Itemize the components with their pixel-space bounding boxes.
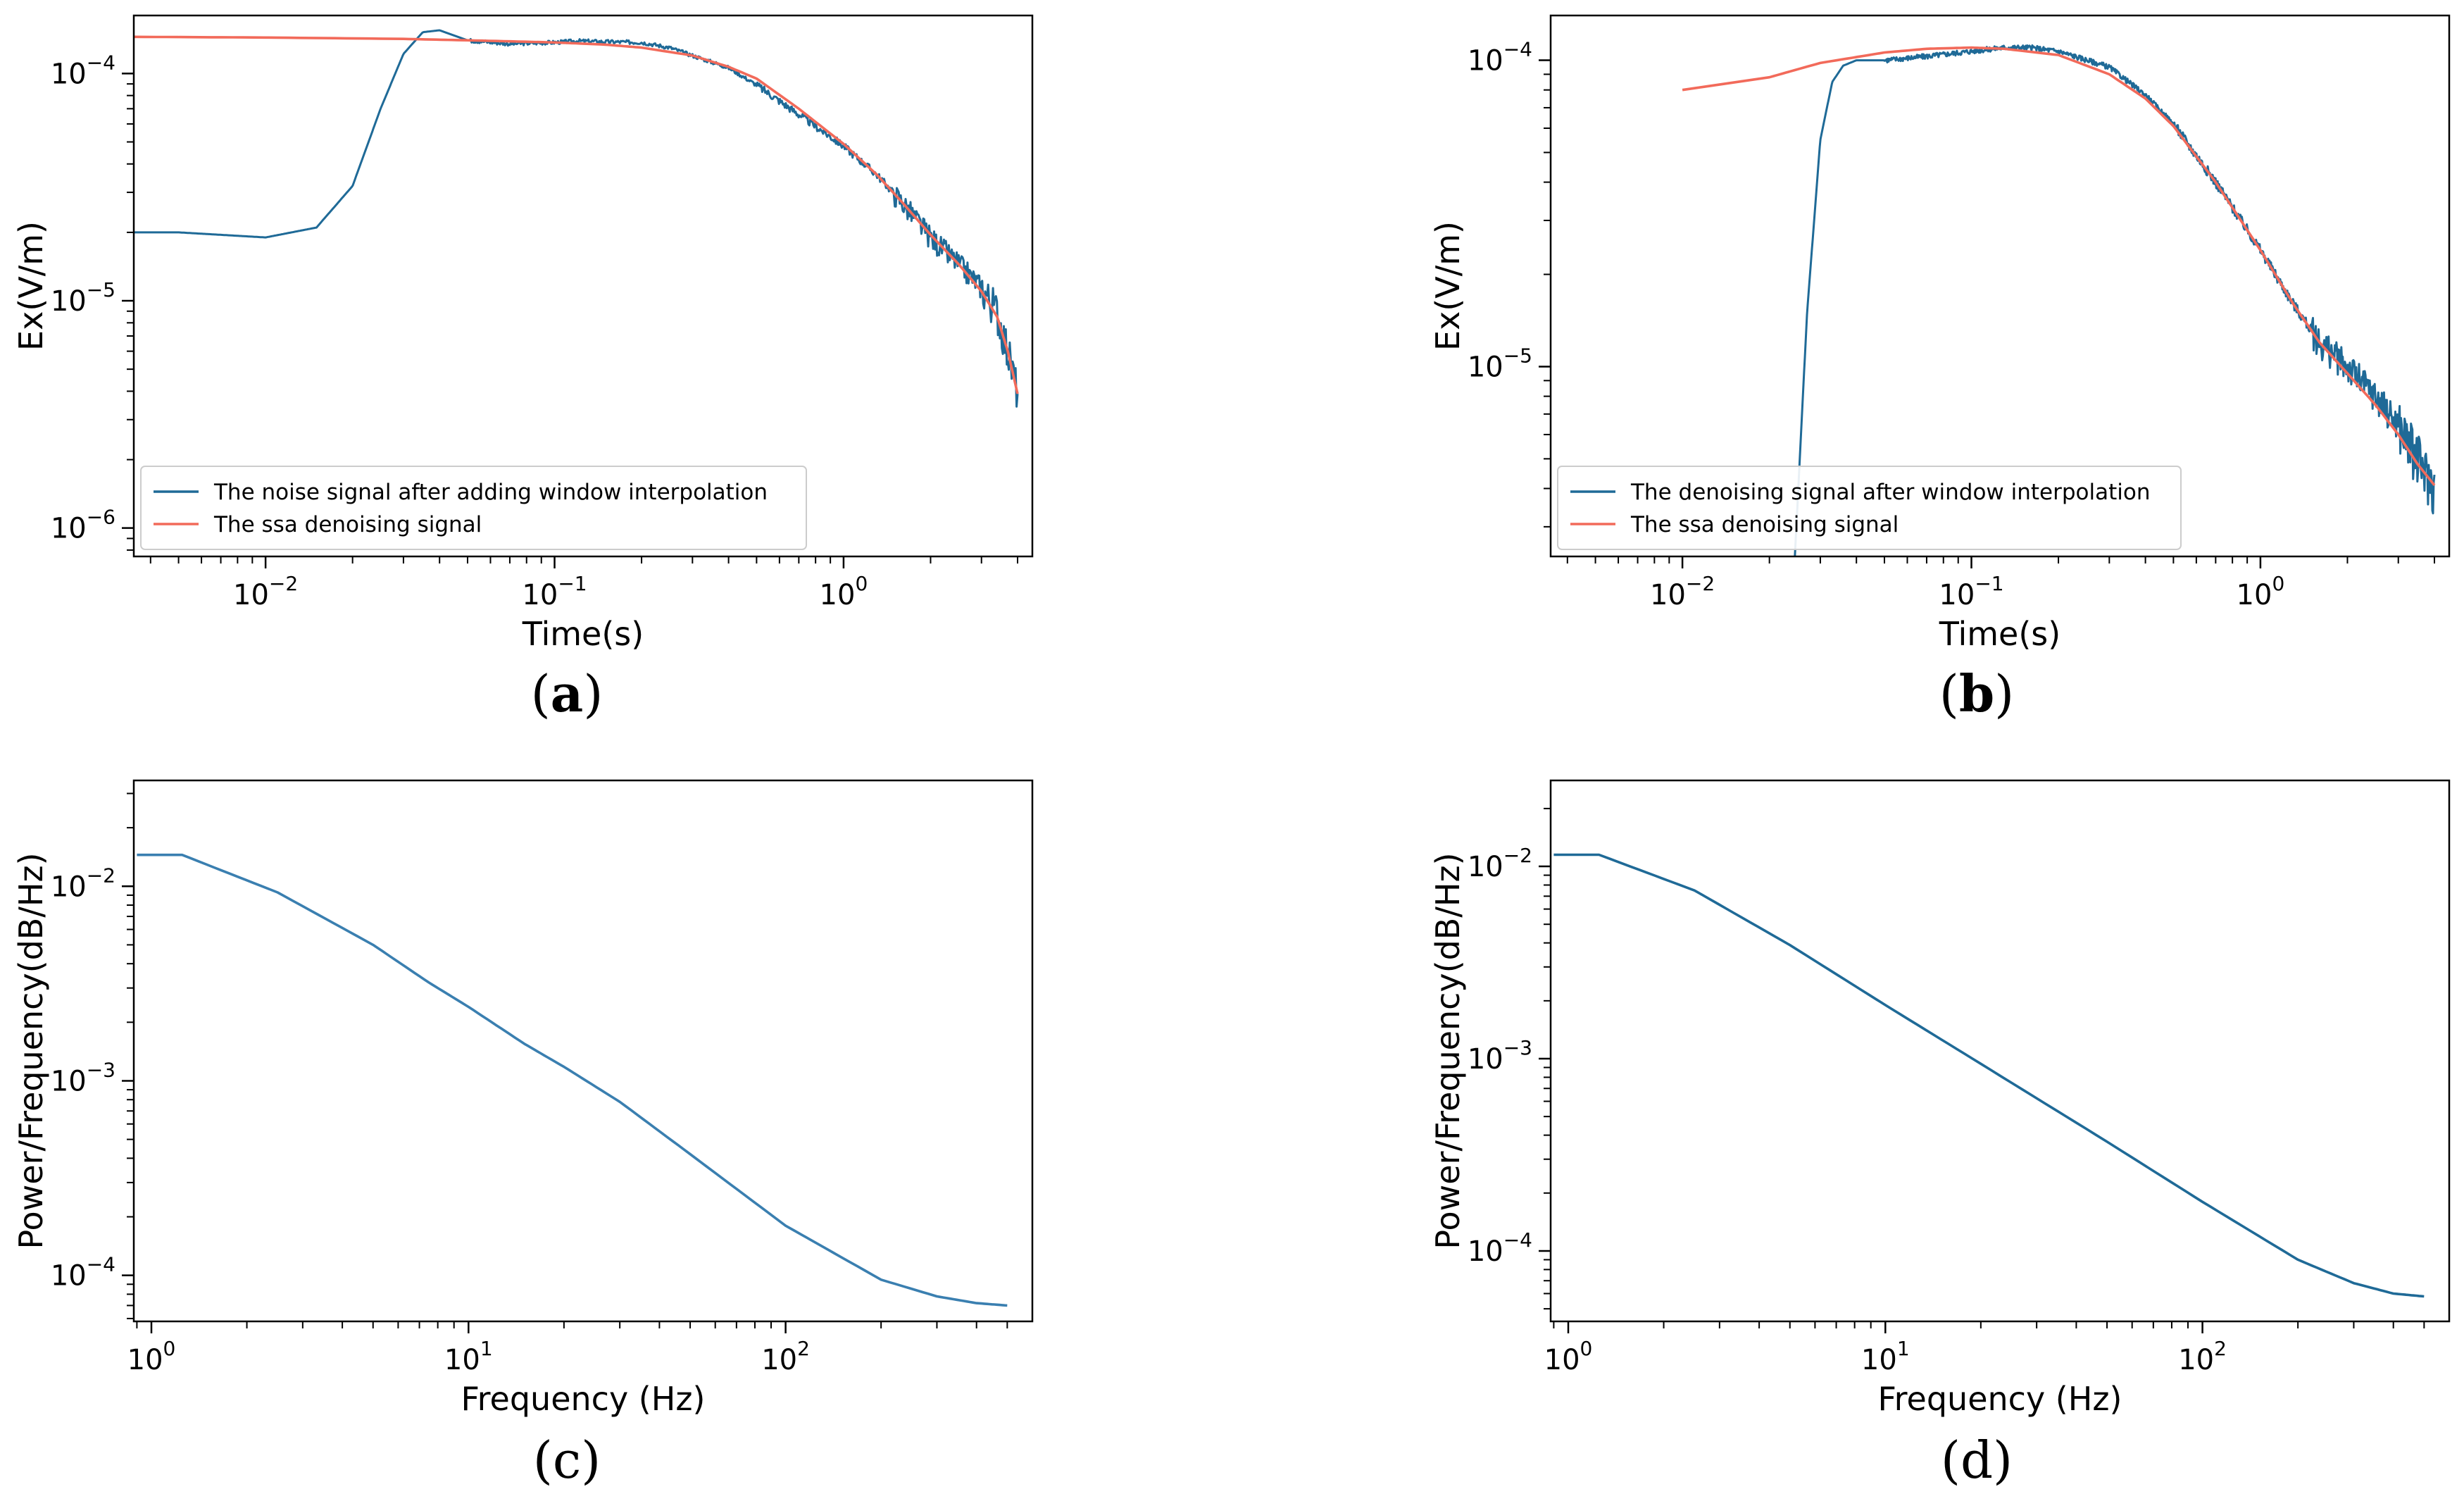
x-axis-label: Time(s) [1939, 615, 2060, 653]
series-group [137, 853, 1008, 1307]
plot-frame [1549, 779, 2451, 1323]
y-tick-label: 10−4 [51, 51, 115, 90]
legend-entry: The noise signal after adding window int… [213, 480, 768, 505]
y-tick-label: 10−2 [1468, 844, 1532, 883]
x-tick-label: 102 [2178, 1337, 2227, 1376]
x-axis-label: Frequency (Hz) [1878, 1380, 2122, 1418]
minor-ticks [127, 83, 1019, 563]
y-tick-label: 10−2 [51, 864, 115, 903]
x-tick-label: 10−1 [522, 572, 587, 611]
x-tick-label: 100 [1544, 1337, 1593, 1376]
y-tick-label: 10−3 [1468, 1036, 1532, 1076]
y-tick-label: 10−6 [51, 506, 115, 545]
y-axis-label: Ex(V/m) [12, 221, 50, 351]
series-line-1 [1553, 853, 2425, 1298]
panel-label-c: (c) [533, 1431, 601, 1490]
x-tick-label: 10−2 [1650, 572, 1715, 611]
series-group [1682, 44, 2436, 556]
x-axis-label: Time(s) [522, 615, 644, 653]
y-tick-label: 10−5 [51, 278, 115, 318]
legend-box [1557, 466, 2182, 550]
panel-d-chart: 100 101 102 10−4 10−3 10−2 Frequency (Hz) Power… [1429, 779, 2451, 1418]
panel-label-a: (a) [531, 664, 604, 723]
plot-frame [132, 14, 1034, 558]
panel-b-chart: 10−2 10−1 100 10−5 10−4 Time(s) Ex(V/m) The den… [1429, 14, 2451, 653]
series-line-2 [134, 35, 1019, 394]
x-tick-label: 100 [127, 1337, 176, 1376]
panel-label-b: (b) [1939, 664, 2015, 723]
series-group [134, 29, 1019, 408]
y-axis-label: Power/Frequency(dB/Hz) [1429, 852, 1467, 1249]
legend: The denoising signal after window interp… [1557, 466, 2182, 550]
x-tick-label: 100 [2237, 572, 2285, 611]
series-line-1 [134, 29, 1019, 408]
y-tick-label: 10−4 [51, 1253, 115, 1293]
x-tick-label: 102 [761, 1337, 810, 1376]
legend-entry: The ssa denoising signal [213, 512, 482, 537]
x-tick-label: 10−1 [1939, 572, 2003, 611]
legend: The noise signal after adding window int… [140, 466, 807, 550]
y-axis-label: Power/Frequency(dB/Hz) [12, 852, 50, 1249]
y-tick-label: 10−5 [1468, 344, 1532, 383]
minor-ticks [1544, 807, 2425, 1328]
panel-c-chart: 100 101 102 10−4 10−3 10−2 Frequency (Hz) Power… [12, 779, 1034, 1418]
minor-ticks [1544, 73, 2436, 563]
legend-entry: The ssa denoising signal [1630, 512, 1899, 537]
series-group [1553, 853, 2425, 1298]
legend-entry: The denoising signal after window interp… [1630, 480, 2151, 505]
legend-box [140, 466, 807, 550]
series-line-1 [137, 853, 1008, 1307]
panel-a-chart: 10−2 10−1 100 10−6 10−5 10−4 Time(s) Ex(V/m) The… [12, 14, 1034, 653]
panel-label-d: (d) [1941, 1431, 2013, 1490]
x-tick-label: 101 [444, 1337, 493, 1376]
series-line-2 [1682, 46, 2436, 487]
minor-ticks [127, 792, 1008, 1328]
x-tick-label: 100 [820, 572, 868, 611]
x-tick-label: 10−2 [233, 572, 298, 611]
x-axis-label: Frequency (Hz) [461, 1380, 706, 1418]
y-tick-label: 10−4 [1468, 38, 1532, 77]
plot-frame [1549, 14, 2451, 558]
y-tick-label: 10−4 [1468, 1228, 1532, 1268]
x-tick-label: 101 [1861, 1337, 1910, 1376]
plot-frame [132, 779, 1034, 1323]
y-tick-label: 10−3 [51, 1058, 115, 1097]
y-axis-label: Ex(V/m) [1429, 221, 1467, 351]
